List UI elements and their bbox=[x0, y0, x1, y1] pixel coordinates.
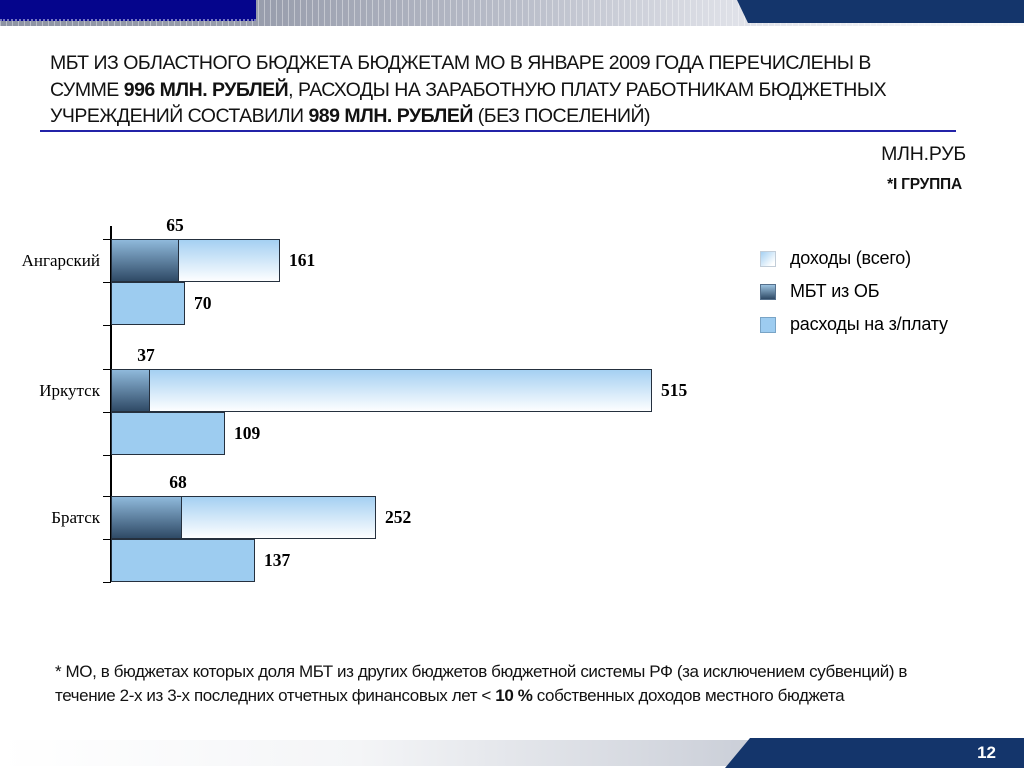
mbt-value-label: 65 bbox=[166, 215, 184, 235]
income-value-label: 515 bbox=[661, 380, 688, 400]
mbt-bar bbox=[111, 239, 179, 282]
text-line: МБТ ИЗ ОБЛАСТНОГО БЮДЖЕТА БЮДЖЕТАМ МО В … bbox=[50, 52, 871, 74]
axis-tick bbox=[103, 325, 111, 326]
chart-category-group: Братск 68 252 137 bbox=[51, 472, 791, 583]
income-value-label: 252 bbox=[385, 507, 412, 527]
page-number: 12 bbox=[977, 743, 996, 762]
legend-item-salary: расходы на з/плату bbox=[760, 314, 948, 334]
salary-value-label: 109 bbox=[234, 423, 261, 443]
title-underline-rule bbox=[40, 130, 956, 132]
axis-tick bbox=[103, 369, 111, 370]
category-label: Братск bbox=[51, 508, 100, 527]
legend-swatch-salary-icon bbox=[760, 316, 776, 333]
category-label: Иркутск bbox=[39, 381, 100, 400]
top-decoration-bar bbox=[0, 0, 1024, 26]
bottom-navy-right-block bbox=[725, 738, 1024, 768]
axis-tick bbox=[103, 282, 111, 283]
chart-category-group: Иркутск 37 515 109 bbox=[39, 345, 791, 456]
axis-tick bbox=[103, 455, 111, 456]
chart-unit-label: МЛН.РУБ bbox=[881, 143, 966, 165]
axis-tick bbox=[103, 239, 111, 240]
salary-value-label: 137 bbox=[264, 550, 291, 570]
legend-item-income: доходы (всего) bbox=[760, 248, 948, 268]
slide-footnote: * МО, в бюджетах которых доля МБТ из дру… bbox=[55, 660, 990, 708]
chart-category-group: Ангарский 65 161 70 bbox=[22, 215, 791, 326]
mbt-bar bbox=[111, 496, 182, 539]
text-line: СУММЕ 996 МЛН. РУБЛЕЙ, РАСХОДЫ НА ЗАРАБО… bbox=[50, 78, 887, 101]
legend-label-income: доходы (всего) bbox=[790, 248, 911, 268]
slide-title: МБТ ИЗ ОБЛАСТНОГО БЮДЖЕТА БЮДЖЕТАМ МО В … bbox=[50, 50, 940, 130]
salary-bar bbox=[111, 412, 225, 455]
mbt-bar bbox=[111, 369, 150, 412]
axis-tick bbox=[103, 582, 111, 583]
legend-label-salary: расходы на з/плату bbox=[790, 314, 948, 334]
top-navy-left-block bbox=[0, 0, 256, 21]
axis-tick bbox=[103, 412, 111, 413]
bar-chart: Ангарский 65 161 70 Иркутск 37 515 109 Братск 68 2… bbox=[22, 215, 791, 583]
legend-swatch-income-icon bbox=[760, 250, 776, 267]
salary-bar bbox=[111, 539, 255, 582]
salary-value-label: 70 bbox=[194, 293, 212, 313]
axis-tick bbox=[103, 496, 111, 497]
text-line: УЧРЕЖДЕНИЙ СОСТАВИЛИ 989 МЛН. РУБЛЕЙ (БЕ… bbox=[50, 105, 651, 127]
bottom-decoration-bar: 12 bbox=[0, 738, 1024, 768]
salary-bar bbox=[111, 282, 185, 325]
chart-legend: доходы (всего) МБТ из ОБ расходы на з/пл… bbox=[760, 248, 948, 349]
mbt-value-label: 68 bbox=[169, 472, 187, 492]
text-line: * МО, в бюджетах которых доля МБТ из дру… bbox=[55, 662, 908, 681]
legend-label-mbt: МБТ из ОБ bbox=[790, 281, 880, 301]
chart-group-note: *I ГРУППА bbox=[887, 176, 962, 193]
income-bar bbox=[111, 369, 652, 412]
category-label: Ангарский bbox=[21, 251, 100, 270]
mbt-value-label: 37 bbox=[137, 345, 155, 365]
income-value-label: 161 bbox=[289, 250, 316, 270]
legend-swatch-mbt-icon bbox=[760, 283, 776, 300]
axis-tick bbox=[103, 539, 111, 540]
top-navy-right-block bbox=[737, 0, 1024, 23]
legend-item-mbt: МБТ из ОБ bbox=[760, 281, 948, 301]
text-line: течение 2-х из 3-х последних отчетных фи… bbox=[55, 686, 845, 705]
